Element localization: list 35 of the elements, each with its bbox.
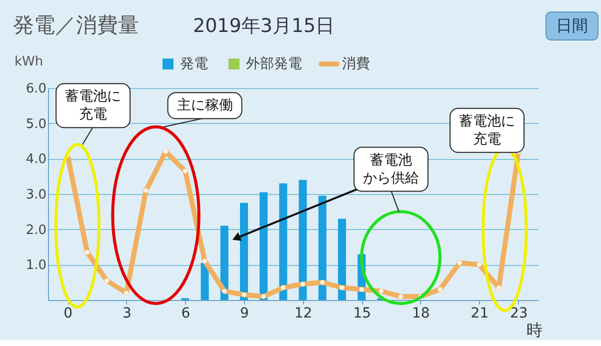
x-tick-label: 21 bbox=[470, 306, 489, 322]
bar bbox=[318, 196, 326, 300]
bar bbox=[279, 183, 288, 300]
bar bbox=[338, 218, 346, 300]
bar bbox=[240, 202, 248, 300]
legend-label: 消費 bbox=[342, 56, 370, 72]
bar bbox=[220, 226, 228, 300]
x-tick-label: 9 bbox=[240, 306, 249, 322]
legend-label: 発電 bbox=[180, 56, 208, 72]
chart-subtitle: 2019年3月15日 bbox=[193, 15, 335, 37]
y-tick-label: 5.0 bbox=[26, 116, 46, 132]
y-tick-label: 3.0 bbox=[26, 188, 46, 202]
chart-title: 発電／消費量 bbox=[13, 13, 139, 37]
y-tick-label: 1.0 bbox=[26, 258, 46, 274]
x-tick-label: 3 bbox=[122, 306, 132, 322]
annotation: 主に稼働 bbox=[176, 98, 233, 114]
annotation: 蓄電池に充電 bbox=[459, 113, 516, 148]
x-tick-label: 18 bbox=[412, 306, 430, 322]
x-tick-label: 0 bbox=[64, 306, 73, 322]
y-tick-label: 4.0 bbox=[26, 152, 46, 168]
x-tick-label: 6 bbox=[181, 306, 190, 322]
bar bbox=[260, 192, 268, 300]
y-tick-label: 2.0 bbox=[26, 222, 46, 238]
y-axis-title: kWh bbox=[14, 54, 44, 70]
annotation: 蓄電池から供給 bbox=[363, 152, 419, 186]
legend-label: 外部発電 bbox=[246, 56, 302, 72]
x-tick-label: 23 bbox=[510, 306, 528, 322]
x-axis-title: 時 bbox=[526, 320, 542, 340]
y-tick-label: 6.0 bbox=[26, 82, 46, 96]
bar bbox=[200, 262, 209, 300]
x-tick-label: 12 bbox=[294, 306, 312, 322]
annotation: 蓄電池に充電 bbox=[65, 88, 122, 123]
text: 日間 bbox=[556, 16, 588, 35]
x-tick-label: 15 bbox=[353, 306, 372, 322]
bar bbox=[298, 180, 307, 300]
